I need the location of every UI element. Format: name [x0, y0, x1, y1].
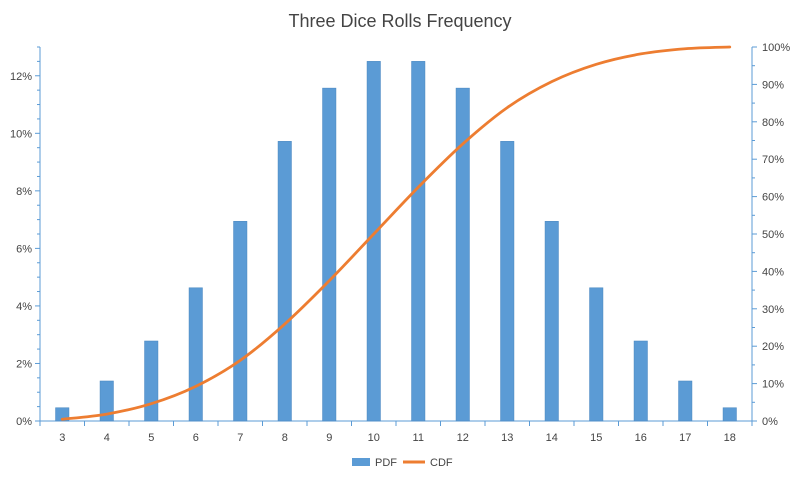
chart-title: Three Dice Rolls Frequency — [288, 11, 511, 31]
x-tick-label: 16 — [635, 432, 647, 444]
pdf-bars — [55, 61, 737, 422]
bar-pdf — [99, 380, 114, 422]
bar-pdf — [722, 407, 737, 422]
right-tick-label: 70% — [762, 154, 784, 166]
x-tick-label: 7 — [237, 432, 243, 444]
right-tick-label: 0% — [762, 416, 778, 428]
x-tick-label: 18 — [724, 432, 736, 444]
left-tick-label: 8% — [16, 186, 32, 198]
x-tick-label: 4 — [104, 432, 110, 444]
x-tick-label: 11 — [413, 432, 424, 444]
right-tick-label: 40% — [762, 266, 784, 278]
x-tick-label: 8 — [282, 432, 288, 444]
legend-label-cdf: CDF — [430, 457, 453, 469]
right-y-axis: 0% 10% 20% 30% 40% 50% 60% 70% 80% 90% 100% — [751, 42, 790, 428]
bar-pdf — [633, 340, 648, 422]
x-tick-label: 6 — [193, 432, 199, 444]
bar-pdf — [411, 61, 426, 422]
right-tick-label: 60% — [762, 192, 784, 204]
cdf-line-group — [60, 45, 732, 421]
right-tick-label: 80% — [762, 117, 784, 129]
right-tick-label: 30% — [762, 304, 784, 316]
x-tick-label: 5 — [148, 432, 154, 444]
left-tick-label: 6% — [16, 243, 32, 255]
bar-pdf — [500, 141, 515, 422]
bar-pdf — [678, 380, 693, 422]
x-tick-label: 9 — [326, 432, 332, 444]
right-tick-label: 10% — [762, 379, 784, 391]
left-tick-label: 2% — [16, 358, 32, 370]
bar-pdf — [144, 340, 159, 422]
right-tick-label: 50% — [762, 229, 784, 241]
bar-pdf — [455, 87, 470, 422]
right-tick-label: 100% — [762, 42, 790, 54]
x-tick-label: 13 — [501, 432, 513, 444]
bar-pdf — [233, 221, 248, 422]
x-tick-label: 17 — [679, 432, 691, 444]
x-tick-label: 10 — [368, 432, 380, 444]
left-tick-label: 12% — [10, 71, 32, 83]
legend: PDF CDF — [352, 457, 453, 469]
right-tick-label: 20% — [762, 341, 784, 353]
bar-pdf — [322, 87, 337, 422]
left-tick-label: 0% — [16, 416, 32, 428]
x-axis: 3 4 5 6 7 8 9 10 11 12 13 14 15 16 17 18 — [39, 420, 753, 444]
legend-label-pdf: PDF — [375, 457, 397, 469]
left-tick-label: 4% — [16, 301, 32, 313]
bar-pdf — [188, 287, 203, 422]
x-tick-label: 15 — [590, 432, 602, 444]
bar-pdf — [277, 141, 292, 422]
bar-pdf — [589, 287, 604, 422]
left-y-axis: 0% 2% 4% 6% 8% 10% 12% — [10, 46, 41, 428]
cdf-line — [60, 45, 732, 421]
x-tick-label: 14 — [546, 432, 558, 444]
legend-swatch-pdf — [352, 458, 370, 466]
left-tick-label: 10% — [10, 128, 32, 140]
x-tick-label: 12 — [457, 432, 469, 444]
bar-pdf — [544, 221, 559, 422]
right-tick-label: 90% — [762, 79, 784, 91]
bar-pdf — [366, 61, 381, 422]
x-tick-label: 3 — [59, 432, 65, 444]
